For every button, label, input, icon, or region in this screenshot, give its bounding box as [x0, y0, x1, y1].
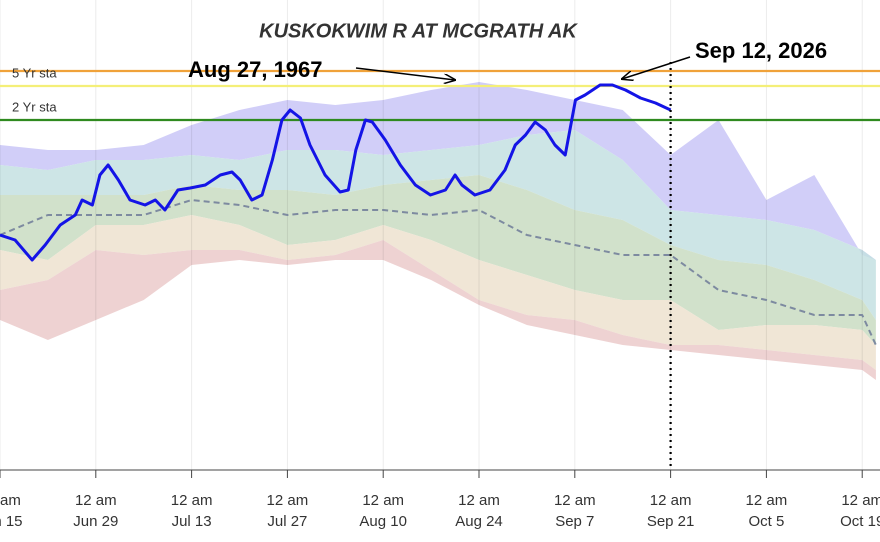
- annotation-arrow: [355, 67, 455, 80]
- x-tick-time: 12 am: [841, 492, 880, 509]
- x-tick-time: 12 am: [554, 492, 596, 509]
- x-tick-label: Oct 5: [748, 513, 784, 530]
- x-tick-time: 12 am: [362, 492, 404, 509]
- percentile-band: [0, 175, 876, 345]
- percentile-band: [0, 240, 876, 380]
- threshold-label: 5 Yr sta: [12, 65, 57, 80]
- x-tick-time: 12 am: [171, 492, 213, 509]
- x-tick-time: 12 am: [0, 492, 21, 509]
- annotation-arrow: [622, 56, 691, 79]
- x-tick-label: Jun 15: [0, 513, 23, 530]
- current-line: [0, 83, 672, 262]
- x-tick-label: Jul 27: [267, 513, 307, 530]
- percentile-band: [0, 215, 876, 370]
- chart-title: KUSKOKWIM R AT MCGRATH AK: [259, 20, 578, 42]
- x-tick-label: Aug 24: [455, 513, 503, 530]
- x-tick-label: Jul 13: [172, 513, 212, 530]
- x-tick-time: 12 am: [458, 492, 500, 509]
- x-tick-label: Sep 21: [647, 513, 695, 530]
- x-tick-label: Oct 19: [840, 513, 880, 530]
- percentile-band: [0, 82, 876, 260]
- x-tick-time: 12 am: [746, 492, 788, 509]
- plot-area: [0, 0, 880, 470]
- x-tick-label: Jun 29: [73, 513, 118, 530]
- x-tick-label: Aug 10: [359, 513, 407, 530]
- median-line: [0, 199, 877, 346]
- x-tick-time: 12 am: [650, 492, 692, 509]
- threshold-label: 2 Yr sta: [12, 99, 57, 114]
- x-tick-time: 12 am: [75, 492, 117, 509]
- annotation: Aug 27, 1967: [188, 57, 323, 82]
- x-tick-label: Sep 7: [555, 513, 594, 530]
- annotation: Sep 12, 2026: [695, 38, 827, 63]
- x-tick-time: 12 am: [267, 492, 309, 509]
